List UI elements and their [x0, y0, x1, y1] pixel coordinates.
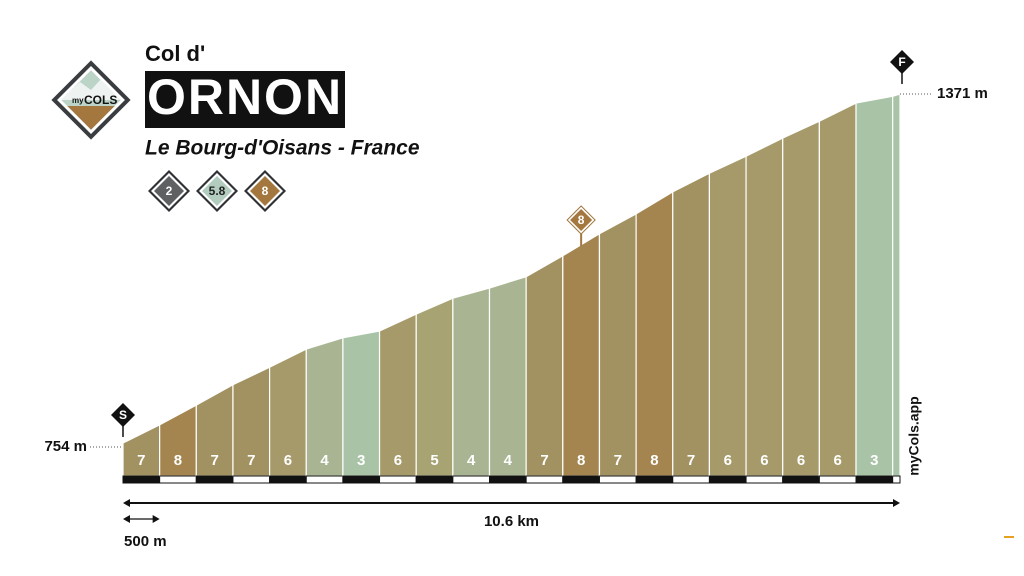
location: Le Bourg-d'Oisans - France: [145, 137, 420, 160]
max-marker: [570, 209, 593, 231]
distance-stripe: [672, 475, 710, 484]
profile-segment: [672, 172, 711, 477]
gradient-label: 7: [210, 452, 218, 469]
scale-arrow-head: [123, 515, 130, 523]
profile-segment: [708, 155, 747, 477]
distance-arrow-head: [893, 499, 900, 507]
logo-my: my: [72, 96, 84, 105]
profile-segment: [525, 254, 564, 477]
gradient-label: 6: [834, 452, 842, 469]
profile-segment: [635, 190, 674, 477]
gradient-label: 8: [577, 452, 585, 469]
gradient-label: 4: [504, 452, 513, 469]
distance-stripe: [855, 475, 894, 484]
watermark: myCols.app: [906, 396, 922, 475]
distance-stripe: [195, 475, 234, 484]
distance-stripe: [562, 475, 600, 484]
logo-cols: COLS: [84, 93, 117, 107]
logo: my COLS: [51, 60, 131, 140]
profile-segment: [415, 297, 454, 477]
gradient-label: 7: [540, 452, 548, 469]
gradient-label: 7: [614, 452, 622, 469]
distance-stripe: [635, 475, 674, 484]
gradient-label: 4: [467, 452, 476, 469]
profile-segment: [598, 212, 637, 477]
gradient-label: 5: [430, 452, 438, 469]
gradient-label: 4: [320, 452, 329, 469]
distance-stripe: [745, 475, 784, 484]
scale-arrow-head: [152, 515, 160, 523]
title-prefix: Col d': [145, 41, 205, 66]
distance-stripe: [415, 475, 454, 484]
distance-stripe: [598, 475, 637, 484]
distance-stripe: [122, 475, 161, 484]
distance-stripe: [379, 475, 417, 484]
distance-stripe: [269, 475, 307, 484]
distance-stripe: [525, 475, 564, 484]
profile-segment: [488, 275, 527, 477]
gradient-label: 6: [724, 452, 732, 469]
profile-segment: [782, 120, 820, 477]
badge: [202, 176, 232, 206]
distance-stripe: [342, 475, 381, 484]
distance-stripe: [232, 475, 271, 484]
elevation-label: 754 m: [44, 438, 87, 455]
gradient-label: 8: [174, 452, 182, 469]
distance-stripe: [818, 475, 857, 484]
distance-stripe: [159, 475, 197, 484]
distance-stripe: [708, 475, 747, 484]
profile-segment: [855, 95, 894, 477]
accent: [1004, 536, 1014, 538]
profile-segment: [452, 287, 491, 477]
badge: [154, 176, 184, 206]
distance-arrow-head: [123, 499, 130, 507]
gradient-label: 6: [797, 452, 805, 469]
max-marker-label: 8: [578, 213, 585, 227]
distance-label: 10.6 km: [484, 513, 539, 530]
gradient-label: 6: [760, 452, 768, 469]
gradient-label: 7: [247, 452, 255, 469]
elevation-label: 1371 m: [937, 85, 988, 102]
badge: [250, 176, 280, 206]
end-marker-label: F: [898, 55, 905, 69]
gradient-label: 3: [357, 452, 365, 469]
profile-segment: [745, 137, 784, 477]
badge-label: 2: [166, 184, 173, 198]
gradient-label: 6: [284, 452, 292, 469]
badge-label: 5.8: [209, 184, 226, 198]
gradient-label: 7: [687, 452, 695, 469]
end-marker: [890, 50, 914, 74]
distance-stripe: [489, 475, 527, 484]
profile-segment: [818, 102, 857, 477]
scale-label: 500 m: [124, 533, 167, 550]
start-marker-label: S: [119, 408, 127, 422]
distance-stripe: [782, 475, 820, 484]
logo-mountain: [61, 78, 121, 100]
distance-stripe: [452, 475, 491, 484]
gradient-label: 7: [137, 452, 145, 469]
profile-segment: [892, 93, 901, 477]
profile-segment: [562, 232, 601, 477]
gradient-label: 6: [394, 452, 402, 469]
title-box: [145, 71, 345, 128]
distance-stripe: [305, 475, 344, 484]
start-marker: [111, 403, 135, 427]
badge-label: 8: [262, 184, 269, 198]
title: ORNON: [147, 69, 343, 125]
gradient-label: 3: [870, 452, 878, 469]
gradient-label: 8: [650, 452, 658, 469]
distance-stripe: [892, 475, 901, 484]
